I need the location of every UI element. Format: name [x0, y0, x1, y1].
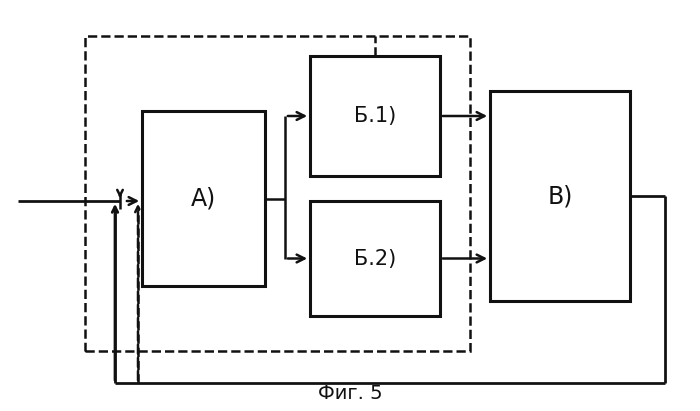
Text: В): В) [547, 184, 573, 208]
Bar [85, 36, 470, 351]
Bar [310, 201, 440, 316]
Text: А): А) [191, 187, 216, 210]
Text: Б.2): Б.2) [354, 249, 396, 268]
Bar [142, 111, 265, 286]
Text: Б.1): Б.1) [354, 106, 396, 126]
Bar [310, 56, 440, 176]
Text: Фиг. 5: Фиг. 5 [318, 384, 382, 403]
Bar [490, 91, 630, 301]
